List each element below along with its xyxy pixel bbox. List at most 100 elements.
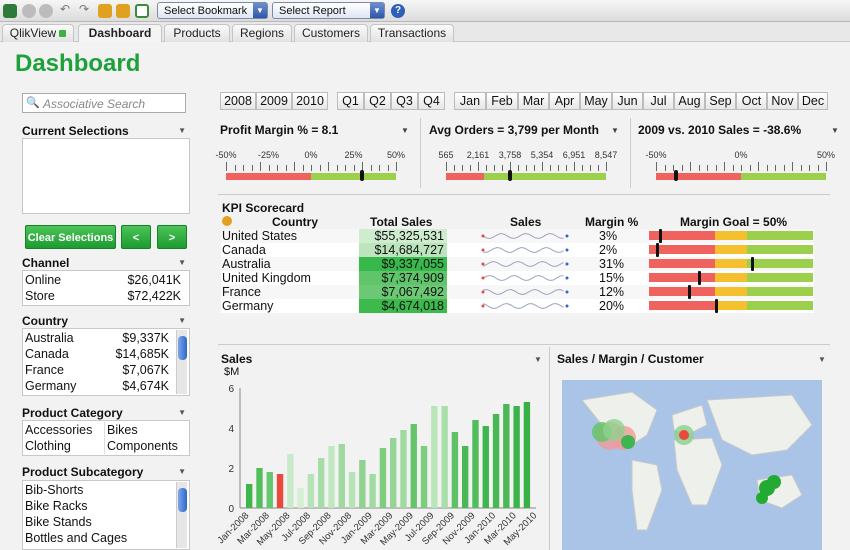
chevron-down-icon[interactable]: ▼ <box>178 408 186 417</box>
bar[interactable] <box>266 472 273 508</box>
col-header-sparks[interactable]: Sales <box>510 215 542 229</box>
month-button[interactable]: Sep <box>705 92 736 110</box>
gear-icon[interactable] <box>222 216 232 226</box>
bar[interactable] <box>297 488 304 508</box>
bar[interactable] <box>390 438 397 508</box>
map-bubble[interactable] <box>679 430 689 440</box>
month-button[interactable]: May <box>580 92 612 110</box>
report-select[interactable]: Select Report ▼ <box>272 2 385 19</box>
chevron-down-icon[interactable]: ▼ <box>178 467 186 476</box>
year-2010-button[interactable]: 2010 <box>292 92 328 110</box>
tab-qlikview[interactable]: QlikView <box>2 24 74 42</box>
quarter-q1-button[interactable]: Q1 <box>337 92 364 110</box>
list-item[interactable]: France $7,067K <box>25 362 175 378</box>
table-row[interactable]: United States $55,325,531 3% <box>221 229 814 243</box>
chevron-down-icon[interactable]: ▼ <box>611 126 619 135</box>
col-header-sales[interactable]: Total Sales <box>370 215 433 229</box>
clear-selections-button[interactable]: Clear Selections <box>25 225 116 249</box>
lock-icon[interactable] <box>98 4 112 18</box>
bar[interactable] <box>287 454 294 508</box>
map-bubble[interactable] <box>767 475 781 489</box>
back-button[interactable]: < <box>121 225 151 249</box>
chevron-down-icon[interactable]: ▼ <box>178 316 186 325</box>
list-item[interactable]: Bike Stands <box>25 515 92 529</box>
list-item[interactable]: Canada $14,685K <box>25 346 175 362</box>
quarter-q2-button[interactable]: Q2 <box>364 92 391 110</box>
month-button[interactable]: Nov <box>767 92 798 110</box>
table-row[interactable]: United Kingdom $7,374,909 15% <box>221 271 814 285</box>
unlock-icon[interactable] <box>116 4 130 18</box>
month-button[interactable]: Oct <box>736 92 767 110</box>
chevron-down-icon[interactable]: ▼ <box>831 126 839 135</box>
month-button[interactable]: Mar <box>518 92 549 110</box>
bar[interactable] <box>513 406 520 508</box>
bar[interactable] <box>256 468 263 508</box>
bar[interactable] <box>318 458 325 508</box>
year-2008-button[interactable]: 2008 <box>220 92 256 110</box>
month-button[interactable]: Feb <box>486 92 518 110</box>
bar[interactable] <box>441 406 448 508</box>
undo-icon[interactable]: ↶ <box>60 2 71 16</box>
subcategory-scrollbar[interactable] <box>176 482 187 548</box>
qlikview-logo-icon[interactable] <box>3 4 17 18</box>
col-header-country[interactable]: Country <box>272 215 318 229</box>
year-2009-button[interactable]: 2009 <box>256 92 292 110</box>
forward-icon[interactable] <box>39 4 53 18</box>
chevron-down-icon[interactable]: ▼ <box>534 355 542 364</box>
bar[interactable] <box>472 420 479 508</box>
chevron-down-icon[interactable]: ▼ <box>818 355 826 364</box>
map-bubble[interactable] <box>756 492 768 504</box>
list-item[interactable]: Store $72,422K <box>25 288 187 304</box>
bar[interactable] <box>400 430 407 508</box>
tab-products[interactable]: Products <box>164 24 230 42</box>
list-item[interactable]: Bike Racks <box>25 499 88 513</box>
bookmark-select[interactable]: Select Bookmark ▼ <box>157 2 268 19</box>
month-button[interactable]: Jan <box>454 92 486 110</box>
chevron-down-icon[interactable]: ▼ <box>178 258 186 267</box>
list-item[interactable]: Clothing <box>25 438 105 454</box>
list-item[interactable]: Germany $4,674K <box>25 378 175 394</box>
search-box[interactable]: 🔍 Associative Search <box>22 93 186 113</box>
map-bubble[interactable] <box>621 435 635 449</box>
chevron-down-icon[interactable]: ▼ <box>401 126 409 135</box>
scrollbar-thumb[interactable] <box>178 336 187 360</box>
quarter-q4-button[interactable]: Q4 <box>418 92 445 110</box>
bar[interactable] <box>431 406 438 508</box>
list-item[interactable]: Online $26,041K <box>25 272 187 288</box>
table-row[interactable]: France $7,067,492 12% <box>221 285 814 299</box>
bar[interactable] <box>307 474 315 508</box>
bar[interactable] <box>369 474 376 508</box>
bar[interactable] <box>348 472 356 508</box>
month-button[interactable]: Dec <box>798 92 828 110</box>
bar[interactable] <box>410 424 417 508</box>
col-header-goal[interactable]: Margin Goal = 50% <box>680 215 788 229</box>
list-item[interactable]: Components <box>107 439 178 453</box>
bar[interactable] <box>420 446 428 508</box>
back-icon[interactable] <box>22 4 36 18</box>
month-button[interactable]: Jun <box>612 92 643 110</box>
forward-button[interactable]: > <box>157 225 187 249</box>
list-item[interactable]: Bikes <box>107 423 138 437</box>
tab-regions[interactable]: Regions <box>232 24 292 42</box>
table-row[interactable]: Australia $9,337,055 31% <box>221 257 814 271</box>
bar[interactable] <box>482 426 489 508</box>
list-item[interactable]: Accessories <box>25 422 105 438</box>
bar[interactable] <box>246 484 253 508</box>
month-button[interactable]: Apr <box>549 92 580 110</box>
checkbox-icon[interactable] <box>135 4 149 18</box>
month-button[interactable]: Aug <box>674 92 705 110</box>
tab-customers[interactable]: Customers <box>294 24 368 42</box>
bar[interactable] <box>462 446 469 508</box>
redo-icon[interactable]: ↷ <box>79 2 90 16</box>
country-scrollbar[interactable] <box>176 330 187 394</box>
list-item[interactable]: Australia $9,337K <box>25 330 175 346</box>
bar[interactable] <box>503 404 510 508</box>
bar[interactable] <box>338 444 345 508</box>
bar[interactable] <box>379 448 387 508</box>
bar[interactable] <box>492 414 500 508</box>
quarter-q3-button[interactable]: Q3 <box>391 92 418 110</box>
bar[interactable] <box>276 474 284 508</box>
world-map[interactable] <box>562 380 822 550</box>
chevron-down-icon[interactable]: ▼ <box>178 126 186 135</box>
bar[interactable] <box>523 402 531 508</box>
